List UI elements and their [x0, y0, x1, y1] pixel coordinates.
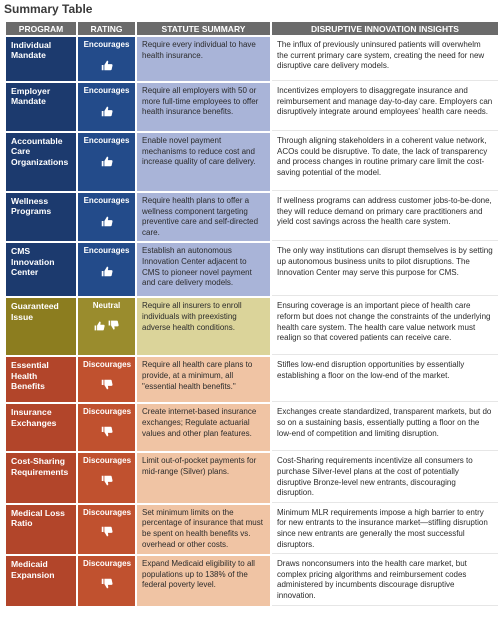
rating-label: Discourages: [83, 559, 132, 569]
rating-cell: Encourages: [78, 243, 135, 297]
thumb-up-icon: [101, 156, 113, 166]
statute-summary: Require all employers with 50 or more fu…: [137, 83, 270, 131]
statute-summary: Require every individual to have health …: [137, 37, 270, 81]
page-title: Summary Table: [4, 2, 93, 16]
program-name: Employer Mandate: [6, 83, 76, 131]
thumb-down-icon: [108, 320, 119, 330]
innovation-insight: Cost-Sharing requirements incentivize al…: [272, 453, 498, 503]
statute-summary: Limit out-of-pocket payments for mid-ran…: [137, 453, 270, 503]
table-row: Accountable Care Organizations Encourages…: [6, 133, 498, 191]
rating-label: Discourages: [83, 407, 132, 417]
rating-label: Discourages: [83, 456, 132, 466]
rating-label: Discourages: [83, 360, 132, 370]
table-row: Medical Loss Ratio Discourages Set minimum…: [6, 504, 498, 555]
thumb-up-icon: [94, 321, 105, 331]
rating-cell: Discourages: [78, 504, 135, 555]
statute-summary: Create internet-based insurance exchange…: [137, 404, 270, 452]
program-name: Medical Loss Ratio: [6, 504, 76, 555]
program-name: Individual Mandate: [6, 37, 76, 81]
statute-summary: Enable novel payment mechanisms to reduc…: [137, 133, 270, 191]
table-row: Employer Mandate Encourages Require all em…: [6, 83, 498, 131]
thumb-up-icon: [101, 216, 113, 226]
innovation-insight: The only way institutions can disrupt th…: [272, 243, 498, 297]
rating-cell: Discourages: [78, 404, 135, 452]
innovation-insight: If wellness programs can address custome…: [272, 193, 498, 242]
table-row: Medicaid Expansion Discourages Expand Medi…: [6, 556, 498, 606]
thumb-down-icon: [101, 426, 113, 437]
innovation-insight: Minimum MLR requirements impose a high b…: [272, 504, 498, 555]
innovation-insight: The influx of previously uninsured patie…: [272, 37, 498, 81]
table-row: Guaranteed Issue Neutral Require all insur…: [6, 298, 498, 356]
table-row: CMS Innovation Center Encourages Establish…: [6, 243, 498, 297]
program-name: CMS Innovation Center: [6, 243, 76, 297]
header-program: PROGRAM: [6, 22, 76, 35]
rating-cell: Discourages: [78, 556, 135, 606]
rating-label: Neutral: [92, 301, 121, 311]
statute-summary: Require health plans to offer a wellness…: [137, 193, 270, 242]
statute-summary: Expand Medicaid eligibility to all popul…: [137, 556, 270, 606]
thumb-up-icon: [101, 106, 113, 116]
program-name: Essential Health Benefits: [6, 357, 76, 403]
table-row: Wellness Programs Encourages Require healt…: [6, 193, 498, 242]
statute-summary: Require all insurers to enroll individua…: [137, 298, 270, 356]
innovation-insight: Through aligning stakeholders in a coher…: [272, 133, 498, 191]
rating-cell: Discourages: [78, 453, 135, 503]
rating-cell: Discourages: [78, 357, 135, 403]
rating-cell: Encourages: [78, 83, 135, 131]
rating-label: Encourages: [83, 196, 130, 205]
thumb-down-icon: [101, 475, 113, 486]
innovation-insight: Stifles low-end disruption opportunities…: [272, 357, 498, 403]
rating-label: Encourages: [83, 136, 130, 145]
thumb-down-icon: [101, 578, 113, 589]
rating-label: Encourages: [83, 40, 130, 49]
program-name: Cost-Sharing Requirements: [6, 453, 76, 503]
program-name: Accountable Care Organizations: [6, 133, 76, 191]
statute-summary: Establish an autonomous Innovation Cente…: [137, 243, 270, 297]
rating-cell: Encourages: [78, 37, 135, 81]
thumb-down-icon: [101, 527, 113, 537]
summary-table: PROGRAM RATING STATUTE SUMMARY DISRUPTIV…: [4, 20, 500, 608]
program-name: Medicaid Expansion: [6, 556, 76, 606]
table-row: Cost-Sharing Requirements Discourages Limi…: [6, 453, 498, 503]
innovation-insight: Ensuring coverage is an important piece …: [272, 298, 498, 356]
rating-cell: Neutral: [78, 298, 135, 356]
rating-label: Encourages: [83, 246, 130, 256]
table-row: Individual Mandate Encourages Require ever…: [6, 37, 498, 81]
innovation-insight: Incentivizes employers to disaggregate i…: [272, 83, 498, 131]
header-insights: DISRUPTIVE INNOVATION INSIGHTS: [272, 22, 498, 35]
program-name: Guaranteed Issue: [6, 298, 76, 356]
statute-summary: Require all health care plans to provide…: [137, 357, 270, 403]
thumbs-up-down-icon: [83, 319, 130, 332]
header-rating: RATING: [78, 22, 135, 35]
rating-cell: Encourages: [78, 133, 135, 191]
statute-summary: Set minimum limits on the percentage of …: [137, 504, 270, 555]
thumb-up-icon: [101, 266, 113, 277]
program-name: Wellness Programs: [6, 193, 76, 242]
thumb-up-icon: [101, 60, 113, 70]
table-row: Essential Health Benefits Discourages Requ…: [6, 357, 498, 403]
table-row: Insurance Exchanges Discourages Create int…: [6, 404, 498, 452]
program-name: Insurance Exchanges: [6, 404, 76, 452]
innovation-insight: Exchanges create standardized, transpare…: [272, 404, 498, 452]
innovation-insight: Draws nonconsumers into the health care …: [272, 556, 498, 606]
rating-cell: Encourages: [78, 193, 135, 242]
rating-label: Encourages: [83, 86, 130, 95]
header-statute: STATUTE SUMMARY: [137, 22, 270, 35]
header-row: PROGRAM RATING STATUTE SUMMARY DISRUPTIV…: [6, 22, 498, 35]
rating-label: Discourages: [83, 507, 132, 517]
thumb-down-icon: [101, 379, 113, 390]
